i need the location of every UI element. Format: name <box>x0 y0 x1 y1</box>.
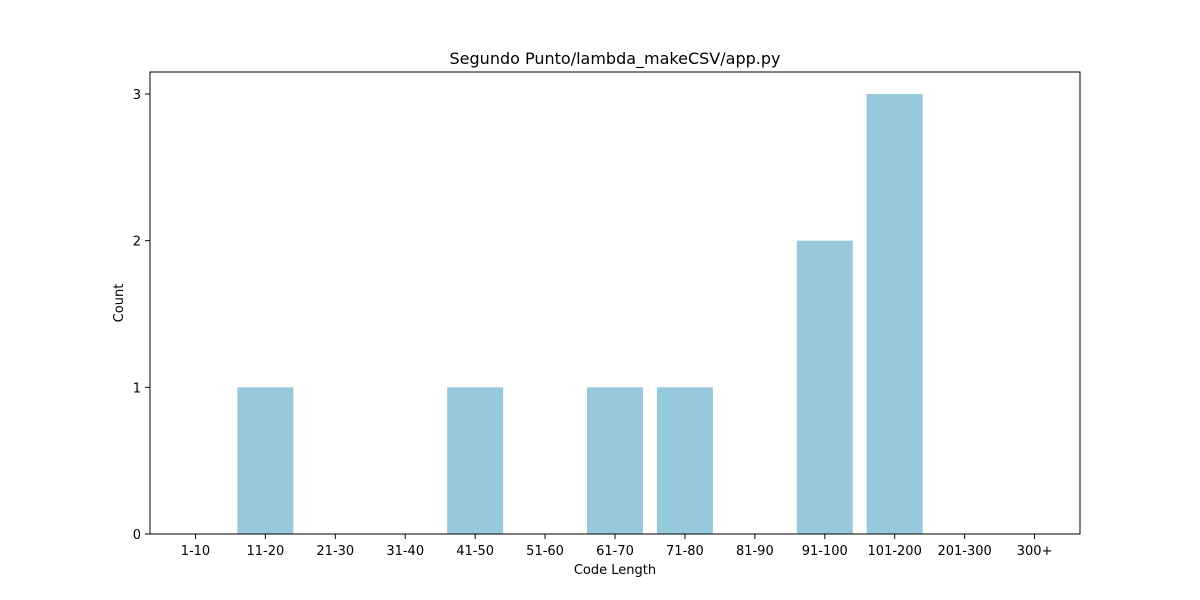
bar-11-20 <box>237 387 294 534</box>
x-axis-ticks: 1-10 11-20 21-30 31-40 41-50 51-60 61-70 71-80 8… <box>181 534 1053 559</box>
bar-101-200 <box>866 94 923 534</box>
x-tick-label: 101-200 <box>868 544 922 559</box>
x-tick-label: 81-90 <box>736 544 774 559</box>
bar-71-80 <box>656 387 713 534</box>
x-tick-label: 61-70 <box>596 544 634 559</box>
x-tick-label: 31-40 <box>386 544 424 559</box>
x-axis-label: Code Length <box>574 563 656 578</box>
x-tick-label: 51-60 <box>526 544 564 559</box>
x-tick-label: 71-80 <box>666 544 704 559</box>
y-axis-label: Count <box>112 284 127 323</box>
x-tick-label: 11-20 <box>246 544 284 559</box>
chart-title: Segundo Punto/lambda_makeCSV/app.py <box>450 49 781 69</box>
x-tick-label: 91-100 <box>802 544 848 559</box>
y-tick-label: 2 <box>133 235 141 250</box>
x-tick-label: 41-50 <box>456 544 494 559</box>
y-tick-label: 1 <box>133 381 141 396</box>
x-tick-label: 201-300 <box>937 544 991 559</box>
y-tick-label: 3 <box>133 88 141 103</box>
bar-91-100 <box>796 240 853 534</box>
y-tick-label: 0 <box>133 528 141 543</box>
bars-group <box>237 94 923 534</box>
x-tick-label: 21-30 <box>316 544 354 559</box>
bar-61-70 <box>587 387 643 534</box>
y-axis-ticks: 0 1 2 3 <box>133 88 150 543</box>
x-tick-label: 300+ <box>1017 544 1053 559</box>
x-tick-label: 1-10 <box>181 544 211 559</box>
bar-41-50 <box>447 387 504 534</box>
